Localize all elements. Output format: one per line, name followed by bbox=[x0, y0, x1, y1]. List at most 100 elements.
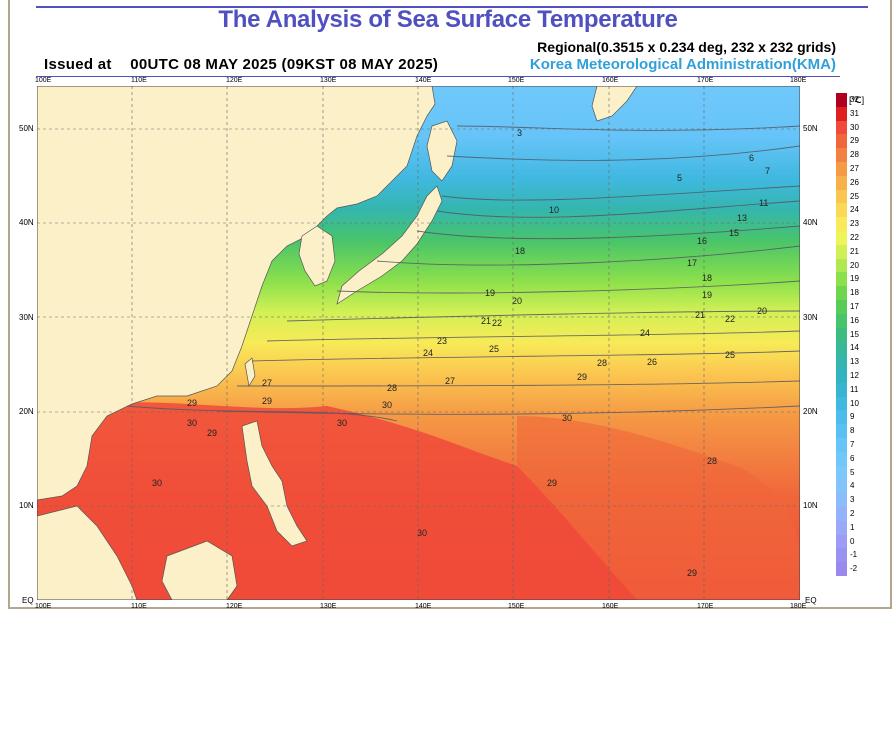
lon-label: 100E bbox=[35, 77, 52, 84]
legend-swatch bbox=[836, 300, 847, 315]
legend-swatch bbox=[836, 162, 847, 177]
legend-label: 12 bbox=[850, 371, 859, 380]
legend-label: 8 bbox=[850, 426, 855, 436]
legend-label: 25 bbox=[850, 191, 859, 201]
legend-label: 19 bbox=[850, 274, 859, 284]
grid-info: Regional(0.3515 x 0.234 deg, 232 x 232 g… bbox=[537, 39, 836, 55]
contour-label: 29 bbox=[547, 478, 557, 488]
warm-29 bbox=[517, 416, 800, 600]
contour-label: 28 bbox=[707, 456, 717, 466]
land-asia bbox=[37, 86, 436, 501]
contour-label: 30 bbox=[152, 478, 162, 488]
legend-label: 4 bbox=[850, 481, 855, 491]
legend-label: 10 bbox=[850, 398, 859, 408]
lat-label: 30N bbox=[19, 313, 34, 322]
issued-label: Issued at bbox=[44, 56, 112, 73]
legend-label: 0 bbox=[850, 536, 855, 546]
legend-label: 22 bbox=[850, 233, 859, 242]
legend-swatch bbox=[836, 369, 847, 384]
legend-label: 30 bbox=[850, 122, 859, 132]
legend-label: 2 bbox=[850, 509, 855, 518]
contour-label: 28 bbox=[387, 383, 397, 393]
legend-label: 13 bbox=[850, 357, 859, 367]
contour-label: 11 bbox=[759, 198, 768, 208]
contour-label: 25 bbox=[489, 344, 499, 354]
legend-label: 29 bbox=[850, 136, 859, 146]
contour-label: 30 bbox=[382, 400, 392, 410]
lat-label: 10N bbox=[803, 501, 818, 510]
contour-label: 18 bbox=[702, 273, 712, 283]
land-kamchatka bbox=[591, 86, 638, 122]
contour-label: 29 bbox=[262, 396, 272, 406]
contour-label: 26 bbox=[647, 357, 657, 367]
legend-label: 20 bbox=[850, 260, 859, 270]
lon-label: 130E bbox=[320, 603, 337, 610]
legend-label: 9 bbox=[850, 412, 855, 422]
legend-label: 24 bbox=[850, 205, 859, 215]
legend-swatch bbox=[836, 479, 847, 494]
contour-label: 10 bbox=[549, 205, 559, 215]
contour-label: 15 bbox=[729, 228, 739, 238]
legend-swatch bbox=[836, 507, 847, 522]
contour-label: 19 bbox=[702, 290, 712, 300]
lon-label: 150E bbox=[508, 77, 525, 84]
issued-time: 00UTC 08 MAY 2025 (09KST 08 MAY 2025) bbox=[130, 56, 439, 73]
legend-swatch bbox=[836, 134, 847, 149]
lon-label: 120E bbox=[226, 77, 243, 84]
legend-label: 11 bbox=[850, 384, 859, 394]
title-rule bbox=[36, 6, 868, 8]
contour-label: 29 bbox=[577, 372, 587, 382]
lat-label: 40N bbox=[19, 218, 34, 227]
lat-label: 20N bbox=[803, 407, 818, 416]
lat-label: 10N bbox=[19, 501, 34, 510]
page-title: The Analysis of Sea Surface Temperature bbox=[218, 6, 678, 33]
legend-swatch bbox=[836, 106, 847, 122]
land-philippines bbox=[241, 420, 308, 547]
agency-name: Korea Meteorological Administration(KMA) bbox=[529, 56, 836, 73]
legend-swatch bbox=[836, 189, 847, 204]
contour-label: 30 bbox=[417, 528, 427, 538]
land-indochina bbox=[37, 505, 138, 600]
contour-label: 19 bbox=[485, 288, 495, 298]
legend-swatch bbox=[836, 438, 847, 453]
legend-label: 31 bbox=[850, 108, 859, 118]
legend-swatch bbox=[836, 244, 847, 260]
lon-label: 160E bbox=[602, 77, 619, 84]
lon-label: 150E bbox=[508, 603, 525, 610]
legend-swatch bbox=[836, 396, 847, 411]
lon-label: 140E bbox=[415, 603, 432, 610]
legend-label: 7 bbox=[850, 440, 855, 449]
contour-label: 29 bbox=[687, 568, 697, 578]
contour-label: 27 bbox=[445, 376, 455, 386]
legend-swatch bbox=[836, 327, 847, 342]
land-taiwan bbox=[244, 357, 256, 387]
contour-label: 21 bbox=[695, 310, 705, 320]
lat-label: 50N bbox=[803, 124, 818, 133]
contour-label: 20 bbox=[757, 306, 767, 316]
legend-unit: [℃] bbox=[849, 95, 865, 105]
isotherms bbox=[126, 125, 800, 422]
lon-label: 170E bbox=[697, 603, 714, 610]
legend-label: -2 bbox=[850, 564, 858, 574]
contour-label: 16 bbox=[697, 236, 707, 246]
legend-swatch bbox=[836, 258, 847, 273]
lon-label: 170E bbox=[697, 77, 714, 84]
legend-swatch bbox=[836, 410, 847, 425]
contour-label: 18 bbox=[515, 246, 525, 256]
legend-swatch bbox=[836, 93, 847, 108]
lon-label: 160E bbox=[602, 603, 619, 610]
issued-text: Issued at 00UTC 08 MAY 2025 (09KST 08 MA… bbox=[44, 56, 438, 73]
lon-label: 120E bbox=[226, 603, 243, 610]
land-japan bbox=[336, 185, 443, 305]
land-borneo bbox=[161, 540, 238, 600]
contour-label: 20 bbox=[512, 296, 522, 306]
legend-swatch bbox=[836, 272, 847, 287]
contour-label: 6 bbox=[749, 153, 754, 163]
legend-swatch bbox=[836, 120, 847, 135]
contour-label: 13 bbox=[737, 213, 747, 223]
legend-swatch bbox=[836, 534, 847, 549]
lat-label: 30N bbox=[803, 313, 818, 322]
lon-label: 180E bbox=[790, 77, 807, 84]
legend-swatch bbox=[836, 203, 847, 218]
legend-label: 16 bbox=[850, 315, 859, 325]
